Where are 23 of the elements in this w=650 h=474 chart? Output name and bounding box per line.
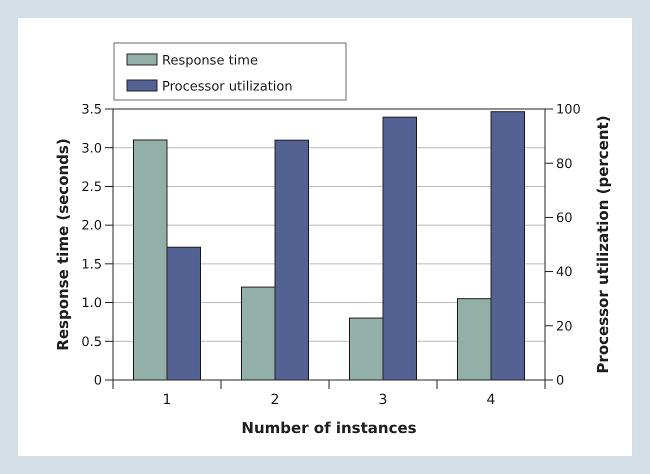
y2-tick-label: 80 [556, 156, 573, 172]
y2-tick-label: 20 [556, 319, 573, 334]
y-tick-label: 0.5 [81, 334, 102, 350]
y-tick-label: 2.5 [81, 180, 102, 195]
x-tick-label: 2 [270, 392, 280, 408]
y-tick-label: 2.0 [81, 218, 102, 234]
x-tick-label: 3 [378, 392, 388, 408]
y-tick-label: 0 [94, 374, 102, 389]
y-tick-label: 1.0 [81, 296, 102, 312]
x-tick-label: 4 [486, 392, 496, 408]
y-tick-label: 3.5 [81, 102, 102, 118]
y2-tick-label: 100 [556, 102, 581, 118]
y-tick-label: 3.0 [81, 141, 102, 156]
x-tick-label: 1 [162, 392, 172, 408]
y2-axis-title: Processor utilization (percent) [594, 115, 612, 374]
y2-tick-label: 40 [556, 265, 573, 280]
y-axis-title: Response time (seconds) [54, 138, 72, 351]
x-axis-title: Number of instances [241, 419, 417, 437]
legend-label: Response time [162, 54, 258, 69]
y-tick-label: 1.5 [81, 257, 102, 272]
legend-label: Processor utilization [162, 80, 293, 95]
y2-tick-label: 60 [556, 210, 573, 226]
y2-tick-label: 0 [556, 374, 564, 389]
